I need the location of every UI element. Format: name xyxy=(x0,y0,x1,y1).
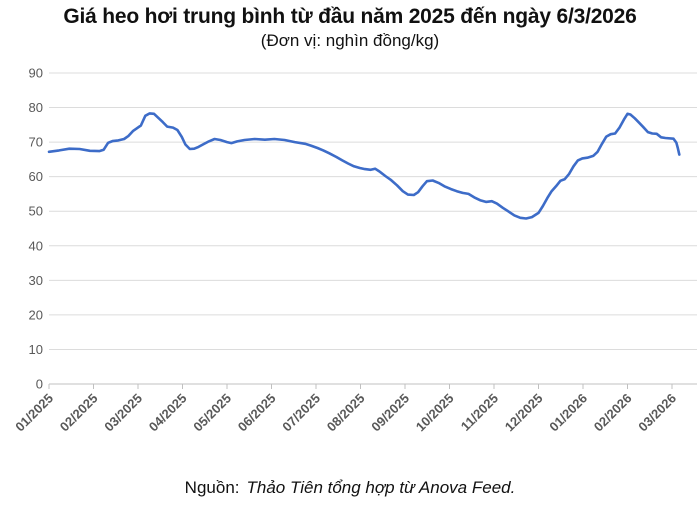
x-tick-label: 03/2025 xyxy=(101,391,145,435)
x-tick-label: 05/2025 xyxy=(190,391,234,435)
source-text: Thảo Tiên tổng hợp từ Anova Feed. xyxy=(246,478,516,497)
x-tick-label: 11/2025 xyxy=(458,391,501,434)
x-tick-label: 09/2025 xyxy=(368,391,412,435)
x-tick-label: 08/2025 xyxy=(324,391,368,435)
price-line xyxy=(47,112,681,220)
x-tick-label: 02/2025 xyxy=(57,391,101,435)
chart-subtitle: (Đơn vị: nghìn đồng/kg) xyxy=(260,31,440,50)
line-chart: 0 10 20 30 40 50 60 70 80 90 01/2025 02/2025 03/2025… xyxy=(12,66,697,435)
y-tick-label: 90 xyxy=(29,66,43,81)
source-note: Nguồn: Thảo Tiên tổng hợp từ Anova Feed. xyxy=(0,478,700,498)
x-tick-label: 01/2025 xyxy=(12,391,56,435)
y-tick-label: 80 xyxy=(29,100,43,115)
x-tick-label: 01/2026 xyxy=(546,391,590,435)
x-tick-label: 07/2025 xyxy=(279,391,323,435)
y-tick-label: 50 xyxy=(29,204,43,219)
x-tick-label: 04/2025 xyxy=(146,391,190,435)
y-tick-label: 30 xyxy=(29,273,43,288)
source-label: Nguồn: xyxy=(184,478,240,497)
y-tick-label: 60 xyxy=(29,169,43,184)
x-tick-label: 02/2026 xyxy=(591,391,635,435)
y-tick-label: 10 xyxy=(29,342,43,357)
chart-title: Giá heo hơi trung bình từ đầu năm 2025 đ… xyxy=(63,5,637,28)
y-tick-label: 0 xyxy=(36,377,43,392)
y-tick-label: 70 xyxy=(29,135,43,150)
x-tick-label: 10/2025 xyxy=(413,391,457,435)
x-tick-label: 06/2025 xyxy=(235,391,279,435)
x-tick-label: 12/2025 xyxy=(502,391,546,435)
y-tick-label: 40 xyxy=(29,238,43,253)
y-tick-label: 20 xyxy=(29,307,43,322)
x-tick-label: 03/2026 xyxy=(635,391,679,435)
